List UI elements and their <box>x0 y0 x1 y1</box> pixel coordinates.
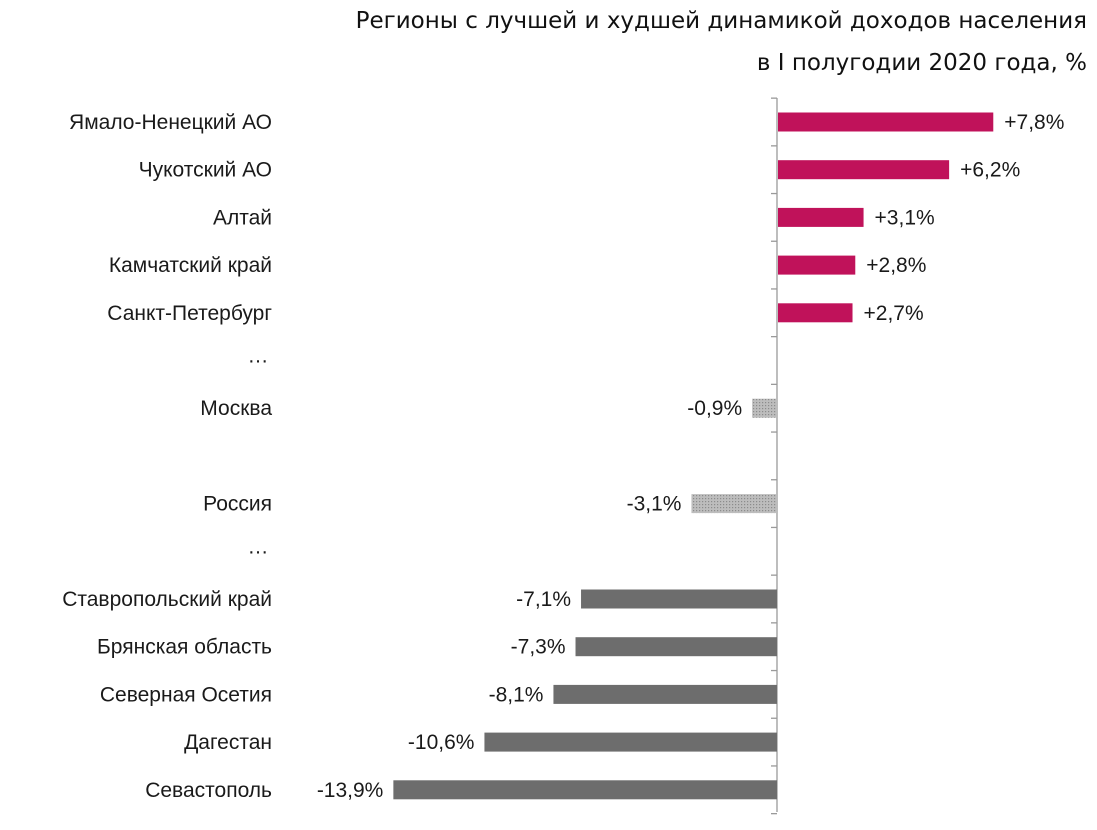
bar <box>484 732 777 752</box>
data-label: -7,3% <box>511 636 566 659</box>
chart-title: Регионы с лучшей и худшей динамикой дохо… <box>355 8 1087 34</box>
bar <box>752 398 777 418</box>
bar <box>553 684 777 704</box>
data-label: -0,9% <box>687 397 742 420</box>
bar <box>778 160 950 180</box>
data-label: -8,1% <box>489 683 544 706</box>
category-label: Северная Осетия <box>100 683 272 706</box>
bar <box>778 303 853 323</box>
data-label: -7,1% <box>516 588 571 611</box>
bar <box>393 780 777 800</box>
category-label: Россия <box>203 493 272 516</box>
bar <box>778 207 864 227</box>
bar <box>691 494 777 514</box>
category-label: Чукотский АО <box>139 159 272 182</box>
data-label: +2,7% <box>864 302 924 325</box>
category-label: Ставропольский край <box>62 588 272 611</box>
data-label: +7,8% <box>1004 111 1064 134</box>
data-label: -3,1% <box>627 493 682 516</box>
category-label: Брянская область <box>97 636 272 659</box>
bar <box>778 255 856 275</box>
data-label: +3,1% <box>875 206 935 229</box>
data-label: -13,9% <box>317 779 384 802</box>
category-label: Санкт-Петербург <box>107 302 272 325</box>
category-label: Севастополь <box>145 779 272 802</box>
bar <box>581 589 777 609</box>
category-label: Ямало-Ненецкий АО <box>69 111 272 134</box>
ellipsis-label: … <box>248 535 269 558</box>
category-label: Дагестан <box>184 731 272 754</box>
bar <box>778 112 994 132</box>
category-label: Камчатский край <box>109 254 272 277</box>
data-label: +2,8% <box>866 254 926 277</box>
data-label: +6,2% <box>960 159 1020 182</box>
chart-subtitle: в I полугодии 2020 года, % <box>756 50 1087 76</box>
ellipsis-label: … <box>248 345 269 368</box>
category-label: Алтай <box>213 206 272 229</box>
bar <box>575 637 777 657</box>
category-label: Москва <box>200 397 272 420</box>
data-label: -10,6% <box>408 731 475 754</box>
